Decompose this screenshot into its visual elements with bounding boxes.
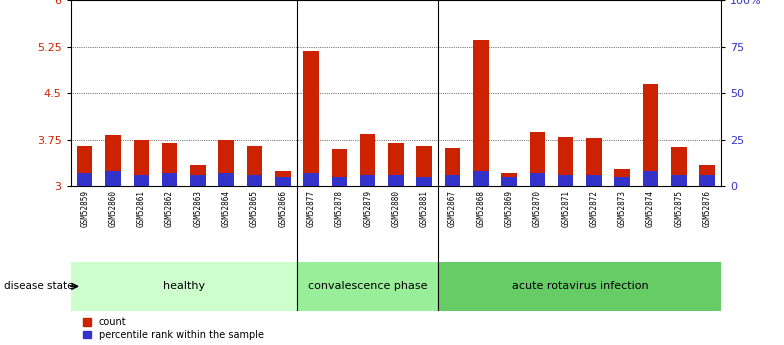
Text: GSM52880: GSM52880 [391, 190, 401, 227]
Bar [473, 171, 488, 186]
Bar [303, 173, 319, 186]
Bar [219, 140, 234, 186]
Bar [219, 173, 234, 186]
Bar [133, 140, 149, 186]
Bar [530, 173, 545, 186]
Bar [643, 171, 659, 186]
Bar [438, 262, 721, 310]
Text: GSM52862: GSM52862 [165, 190, 174, 227]
Bar [501, 177, 517, 186]
Text: GSM52869: GSM52869 [505, 190, 514, 227]
Legend: count, percentile rank within the sample: count, percentile rank within the sample [83, 317, 264, 340]
Bar [699, 165, 715, 186]
Bar [388, 175, 404, 186]
Bar [671, 147, 687, 186]
Bar [501, 172, 517, 186]
Text: GSM52863: GSM52863 [194, 190, 202, 227]
Bar [558, 137, 573, 186]
Text: GSM52877: GSM52877 [307, 190, 315, 227]
Text: GSM52879: GSM52879 [363, 190, 372, 227]
Bar [332, 177, 347, 186]
Text: GSM52867: GSM52867 [448, 190, 457, 227]
Bar [586, 175, 602, 186]
Bar [558, 175, 573, 186]
Text: healthy: healthy [162, 282, 205, 291]
Text: GSM52872: GSM52872 [590, 190, 598, 227]
Text: GSM52861: GSM52861 [136, 190, 146, 227]
Text: GSM52873: GSM52873 [618, 190, 626, 227]
Bar [275, 177, 291, 186]
Text: GSM52860: GSM52860 [108, 190, 118, 227]
Bar [105, 135, 121, 186]
Bar [416, 146, 432, 186]
Bar [332, 149, 347, 186]
Text: GSM52866: GSM52866 [278, 190, 287, 227]
Bar [303, 51, 319, 186]
Text: GSM52870: GSM52870 [533, 190, 542, 227]
Bar [162, 143, 177, 186]
Bar [71, 262, 297, 310]
Bar [190, 165, 205, 186]
Text: GSM52876: GSM52876 [702, 190, 712, 227]
Bar [671, 175, 687, 186]
Text: GSM52865: GSM52865 [250, 190, 259, 227]
Bar [699, 175, 715, 186]
Text: GSM52859: GSM52859 [80, 190, 89, 227]
Bar [275, 171, 291, 186]
Bar [388, 143, 404, 186]
Bar [162, 173, 177, 186]
Bar [105, 171, 121, 186]
Bar [416, 177, 432, 186]
Bar [615, 169, 630, 186]
Bar [190, 175, 205, 186]
Text: GSM52871: GSM52871 [561, 190, 570, 227]
Bar [77, 146, 93, 186]
Bar [615, 177, 630, 186]
Bar [360, 175, 376, 186]
Bar [530, 132, 545, 186]
Text: disease state: disease state [4, 282, 74, 291]
Text: GSM52878: GSM52878 [335, 190, 344, 227]
Bar [643, 84, 659, 186]
Text: GSM52874: GSM52874 [646, 190, 655, 227]
Bar [247, 175, 262, 186]
Text: GSM52868: GSM52868 [477, 190, 485, 227]
Bar [586, 138, 602, 186]
Text: GSM52864: GSM52864 [222, 190, 230, 227]
Text: convalescence phase: convalescence phase [308, 282, 427, 291]
Bar [445, 148, 460, 186]
Text: GSM52881: GSM52881 [419, 190, 429, 227]
Bar [445, 175, 460, 186]
Bar [473, 40, 488, 186]
Bar [133, 175, 149, 186]
Bar [297, 262, 438, 310]
Bar [360, 134, 376, 186]
Text: GSM52875: GSM52875 [674, 190, 684, 227]
Bar [247, 146, 262, 186]
Text: acute rotavirus infection: acute rotavirus infection [511, 282, 648, 291]
Bar [77, 173, 93, 186]
